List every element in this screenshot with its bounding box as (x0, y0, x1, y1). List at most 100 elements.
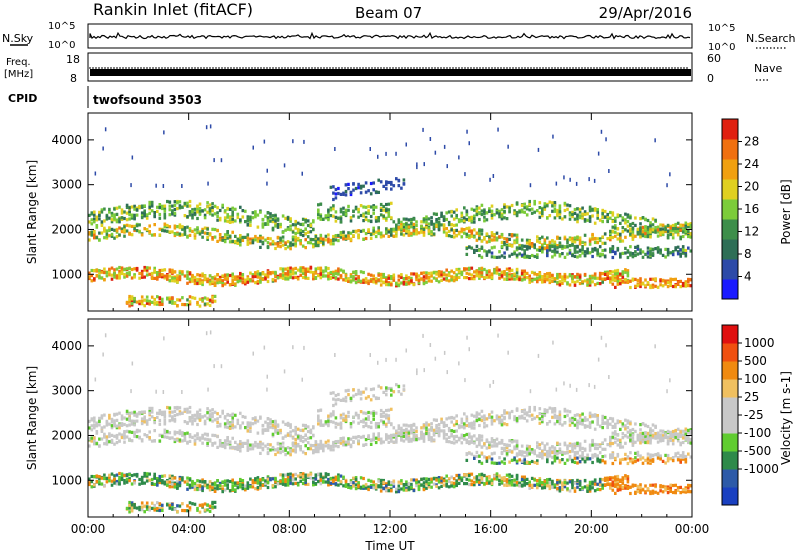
velocity-cell (460, 435, 464, 439)
power-cell (606, 212, 609, 217)
power-cell (223, 277, 227, 281)
power-cell (327, 218, 330, 222)
power-cell (196, 302, 199, 306)
power-cell (551, 201, 554, 205)
power-cell (573, 275, 577, 279)
velocity-cell (581, 418, 584, 422)
power-cell (583, 212, 587, 216)
power-cell (377, 273, 380, 277)
power-cell (372, 280, 375, 284)
velocity-cell (161, 410, 164, 414)
power-cell (593, 283, 597, 287)
velocity-cell (103, 435, 106, 439)
power-cell (503, 251, 506, 255)
power-cell (669, 277, 672, 281)
velocity-cell (188, 405, 192, 410)
velocity-cell (276, 442, 280, 446)
power-cell (621, 275, 625, 279)
power-cell (435, 218, 438, 222)
power-cell (236, 280, 240, 284)
power-cell (334, 234, 338, 238)
power-cell (427, 231, 431, 236)
power-cell (452, 229, 456, 233)
velocity-cell (513, 447, 516, 451)
power-cell (634, 216, 637, 220)
power-cell (234, 219, 237, 223)
power-cell (319, 266, 323, 270)
velocity-cell (274, 422, 277, 426)
power-cell (392, 278, 396, 282)
velocity-cell (357, 442, 360, 446)
velocity-cell (644, 435, 647, 439)
power-cell (515, 277, 519, 281)
power-cell (186, 303, 189, 307)
power-cell (133, 267, 136, 271)
power-cell (664, 255, 667, 259)
power-cell (123, 234, 126, 238)
power-cell (128, 224, 131, 228)
power-cell (291, 238, 295, 242)
power-cell (556, 281, 559, 285)
power-cell (425, 215, 428, 219)
velocity-cell (641, 431, 645, 435)
power-cell (158, 296, 162, 300)
power-cell (568, 251, 572, 255)
power-cell (130, 224, 134, 228)
power-cell (153, 302, 156, 306)
power-cell (145, 213, 149, 217)
power-cell (294, 231, 297, 236)
velocity-cell (666, 429, 670, 433)
power-cell (239, 276, 242, 280)
power-cell (186, 225, 189, 229)
velocity-cell (541, 450, 544, 454)
velocity-cell (435, 418, 438, 422)
power-cell (503, 270, 506, 274)
power-cell (606, 219, 609, 224)
power-cell (362, 214, 365, 218)
power-cell (470, 273, 474, 277)
power-cell (286, 216, 290, 220)
power-cell (525, 254, 529, 258)
velocity-cell (281, 449, 285, 453)
power-cell (490, 209, 494, 213)
power-cell (432, 212, 436, 216)
power-cell (103, 270, 106, 275)
power-cell (329, 206, 333, 210)
power-cell (427, 222, 431, 226)
power-cell (98, 238, 101, 242)
power-cell (573, 247, 577, 251)
power-cell (359, 213, 363, 218)
power-cell (558, 245, 562, 249)
power-cell (674, 229, 677, 233)
velocity-cell (601, 414, 604, 418)
power-cell (463, 219, 466, 223)
power-cell (679, 252, 682, 256)
power-cell (206, 277, 209, 281)
velocity-cell (679, 443, 682, 447)
power-cell (603, 209, 607, 214)
power-cell (536, 235, 539, 239)
power-cell (420, 224, 423, 228)
velocity-cell (566, 444, 569, 448)
power-cell (684, 221, 688, 225)
velocity-cell (593, 414, 597, 418)
power-cell (186, 215, 189, 219)
date-label: 29/Apr/2016 (599, 4, 692, 22)
power-cell (452, 210, 456, 214)
power-cell (276, 276, 280, 280)
velocity-cell (309, 429, 313, 434)
power-cell (410, 272, 413, 276)
power-cell (171, 212, 174, 216)
power-cell (510, 274, 514, 278)
power-cell (216, 229, 219, 233)
velocity-cell (103, 432, 106, 436)
velocity-cell (135, 419, 139, 423)
power-cell (405, 277, 408, 281)
power-cell (395, 227, 398, 231)
power-cell (105, 274, 109, 278)
power-cell (452, 223, 456, 227)
power-cell (161, 297, 164, 301)
power-cell (221, 282, 224, 286)
power-cell (344, 236, 348, 240)
power-cell (659, 251, 662, 255)
